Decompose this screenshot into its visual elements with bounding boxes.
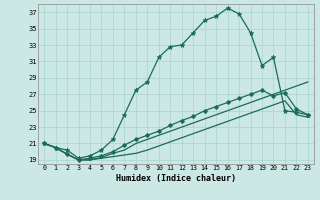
X-axis label: Humidex (Indice chaleur): Humidex (Indice chaleur) xyxy=(116,174,236,183)
